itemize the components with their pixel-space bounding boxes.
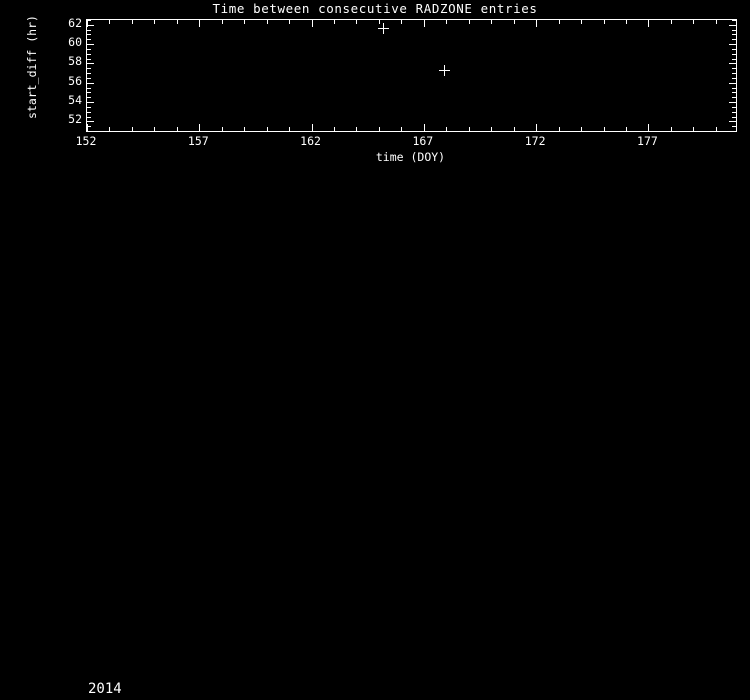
y-tick-label: 54 [68,93,82,108]
x-tick-label: 172 [524,134,546,148]
y-tick-label: 58 [68,54,82,69]
year-annotation: 2014 [88,681,122,697]
x-axis-tick-labels: 152 157 162 167 172 177 [76,134,735,150]
data-point-marker [377,23,389,35]
x-tick-label: 162 [300,134,321,148]
x-tick-label: 177 [637,134,658,148]
y-tick-label: 62 [68,15,82,30]
y-axis-title: start_diff (hr) [25,15,39,119]
x-tick-label: 157 [187,134,209,148]
plot-axes-frame [86,19,737,132]
y-tick-label: 52 [68,112,82,127]
data-point-marker [438,64,450,76]
x-tick-label: 152 [75,134,97,148]
y-axis-tick-labels: 52 54 56 58 60 62 [54,15,82,130]
x-axis-title: time (DOY) [375,150,446,164]
y-tick-label: 60 [68,35,82,50]
x-tick-label: 167 [412,134,434,148]
plot-data-area[interactable] [87,20,736,131]
axis-tick-marks [87,20,736,131]
chart-title: Time between consecutive RADZONE entries [212,1,538,16]
y-tick-label: 56 [68,73,82,88]
